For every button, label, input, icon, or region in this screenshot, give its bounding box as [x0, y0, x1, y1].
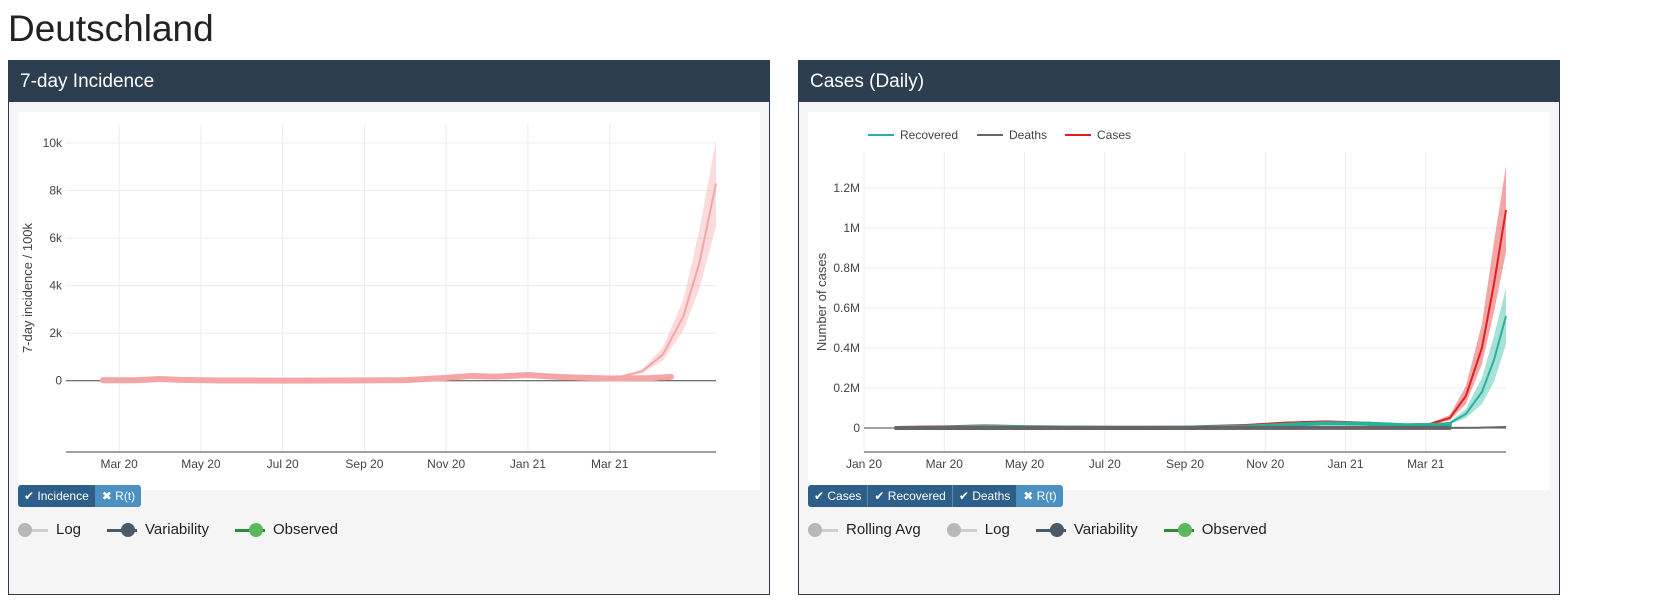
switch-icon: [946, 522, 977, 537]
projection-band: [589, 140, 716, 379]
y-tick-label: 8k: [49, 184, 63, 198]
times-icon: ✖: [1023, 489, 1037, 503]
rt-button[interactable]: ✖ R(t): [95, 485, 142, 507]
toggle-label: Observed: [1201, 521, 1267, 538]
y-tick-label: 1M: [843, 221, 860, 235]
x-tick-label: Nov 20: [427, 457, 465, 471]
y-tick-label: 0: [55, 374, 62, 388]
projection-line: [1449, 426, 1507, 429]
cases-button[interactable]: ✔ Cases: [808, 485, 869, 507]
y-axis-label: 7-day incidence / 100k: [20, 222, 35, 353]
panel-title: 7-day Incidence: [9, 61, 769, 102]
x-tick-label: Jul 20: [267, 457, 299, 471]
chart-area[interactable]: Jan 20 Mar 20 May 20 Jul 20 Sep 20 Nov 20 Jan …: [808, 112, 1550, 490]
rt-button[interactable]: ✖ R(t): [1017, 485, 1063, 507]
button-label: Incidence: [37, 489, 89, 503]
toggle-label: Log: [984, 521, 1010, 538]
button-label: Deaths: [972, 489, 1011, 503]
x-tick-label: Nov 20: [1246, 457, 1284, 471]
switch-icon: [1163, 522, 1194, 537]
switch-icon: [234, 522, 265, 537]
observed-line: [99, 371, 675, 384]
x-tick-label: Mar 20: [926, 457, 964, 471]
panel-title: Cases (Daily): [799, 61, 1559, 102]
projection-line: [1425, 209, 1507, 427]
button-label: R(t): [1036, 489, 1057, 503]
log-toggle[interactable]: Log: [18, 521, 81, 538]
y-tick-label: 0: [853, 421, 860, 435]
y-axis-label: Number of cases: [814, 252, 829, 351]
legend-label: Cases: [1097, 128, 1131, 142]
y-tick-label: 10k: [43, 136, 63, 150]
page-title: Deutschland: [8, 8, 214, 49]
x-tick-label: Jan 21: [510, 457, 546, 471]
check-icon: ✔: [814, 489, 828, 503]
check-icon: ✔: [24, 489, 38, 503]
projection-band: [1425, 288, 1506, 426]
x-tick-label: May 20: [181, 457, 221, 471]
cases-panel: Cases (Daily) Jan 20 Mar 20 May 20 Jul 20 Se…: [798, 60, 1560, 595]
x-tick-label: Jul 20: [1089, 457, 1121, 471]
y-tick-label: 1.2M: [833, 181, 860, 195]
y-tick-label: 2k: [49, 326, 63, 340]
x-tick-label: Sep 20: [1166, 457, 1204, 471]
x-tick-label: May 20: [1005, 457, 1045, 471]
toggle-label: Log: [56, 521, 82, 538]
series-button-group: ✔ Cases ✔ Recovered ✔ Deaths ✖ R(t): [808, 485, 1063, 507]
recovered-button[interactable]: ✔ Recovered: [868, 485, 953, 507]
cases-chart[interactable]: Jan 20 Mar 20 May 20 Jul 20 Sep 20 Nov 20 Jan …: [808, 112, 1550, 490]
x-tick-label: Jan 21: [1327, 457, 1363, 471]
switch-icon: [18, 522, 48, 537]
button-label: R(t): [115, 489, 136, 503]
y-tick-label: 4k: [49, 279, 63, 293]
y-tick-label: 0.4M: [833, 341, 860, 355]
times-icon: ✖: [101, 489, 116, 503]
incidence-panel: 7-day Incidence Mar 20 May 20 Jul 20 Sep 20…: [8, 60, 770, 595]
toggle-label: Variability: [145, 521, 209, 538]
y-tick-label: 0.6M: [833, 301, 860, 315]
variability-toggle[interactable]: Variability: [107, 521, 209, 538]
observed-toggle[interactable]: Observed: [1163, 521, 1267, 538]
incidence-button[interactable]: ✔ Incidence: [18, 485, 96, 507]
chart-area[interactable]: Mar 20 May 20 Jul 20 Sep 20 Nov 20 Jan 21 Mar …: [18, 112, 760, 490]
observed-toggle[interactable]: Observed: [234, 521, 338, 538]
variability-toggle[interactable]: Variability: [1035, 521, 1138, 538]
switch-icon: [808, 522, 838, 537]
y-tick-label: 6k: [49, 231, 63, 245]
switch-icon: [107, 522, 138, 537]
x-tick-label: Mar 20: [100, 457, 138, 471]
toggle-row: Rolling Avg Log Variability Observed: [808, 521, 1293, 538]
x-tick-label: Jan 20: [846, 457, 882, 471]
x-tick-label: Mar 21: [1407, 457, 1445, 471]
toggle-label: Observed: [272, 521, 338, 538]
check-icon: ✔: [958, 489, 973, 503]
y-tick-label: 0.8M: [833, 261, 860, 275]
x-tick-label: Mar 21: [591, 457, 629, 471]
projection-band: [1425, 166, 1506, 426]
series-button-group: ✔ Incidence ✖ R(t): [18, 485, 142, 507]
button-label: Cases: [827, 489, 862, 503]
toggle-label: Rolling Avg: [846, 521, 921, 538]
legend-label: Deaths: [1009, 128, 1047, 142]
switch-icon: [1035, 522, 1066, 537]
button-label: Recovered: [887, 489, 946, 503]
deaths-button[interactable]: ✔ Deaths: [952, 485, 1018, 507]
rolling-avg-toggle[interactable]: Rolling Avg: [808, 521, 921, 538]
y-tick-label: 0.2M: [833, 381, 860, 395]
check-icon: ✔: [874, 489, 888, 503]
x-tick-label: Sep 20: [345, 457, 383, 471]
toggle-label: Variability: [1073, 521, 1138, 538]
toggle-row: Log Variability Observed: [18, 521, 364, 538]
incidence-chart[interactable]: Mar 20 May 20 Jul 20 Sep 20 Nov 20 Jan 21 Mar …: [18, 112, 760, 490]
legend-label: Recovered: [900, 128, 958, 142]
log-toggle[interactable]: Log: [946, 521, 1010, 538]
